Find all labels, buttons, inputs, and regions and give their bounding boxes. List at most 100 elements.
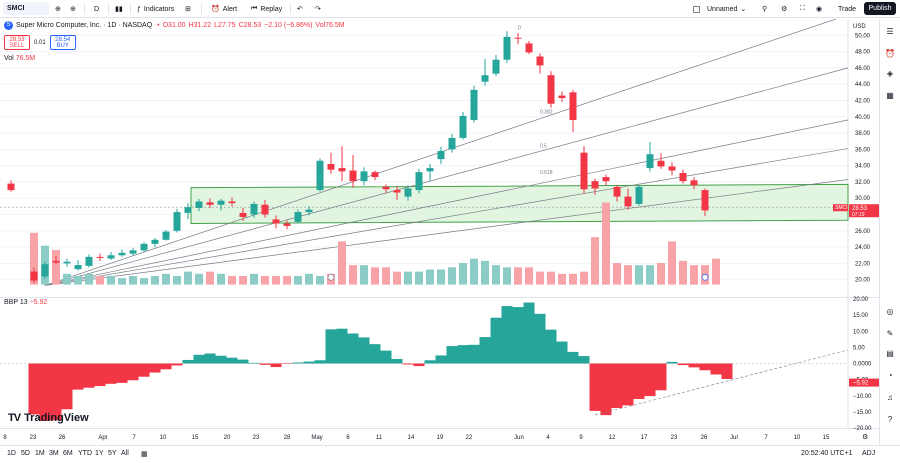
- search-icon[interactable]: ⚲: [762, 6, 768, 13]
- undo-icon[interactable]: ↶: [297, 6, 303, 13]
- volume-bar: [635, 265, 643, 285]
- time-tick-label: 23: [253, 435, 260, 441]
- candles-icon[interactable]: ▮▮: [115, 6, 123, 13]
- fullscreen-icon[interactable]: ⛶: [800, 5, 805, 12]
- adjust-toggle[interactable]: ADJ: [862, 450, 876, 457]
- tradingview-logo-icon: TV: [8, 412, 21, 424]
- help-icon[interactable]: ?: [887, 415, 893, 424]
- notification-icon[interactable]: ♫: [887, 393, 893, 402]
- plus-icon[interactable]: ⊕: [70, 6, 76, 13]
- candle-body: [635, 186, 643, 204]
- range-5d[interactable]: 5D: [21, 450, 30, 457]
- time-tick-label: Jul: [730, 435, 738, 441]
- support-resistance-zone: [0, 183, 849, 224]
- bbp-bar: [369, 344, 381, 364]
- volume-bar: [613, 263, 621, 285]
- volume-bar: [184, 271, 192, 285]
- camera-icon[interactable]: ◉: [816, 6, 823, 13]
- price-tag-symbol: SMCI: [835, 205, 848, 211]
- price-tag-countdown: 07:19: [852, 212, 865, 218]
- publish-button[interactable]: Publish: [864, 2, 896, 15]
- time-tick-label: 23: [671, 435, 678, 441]
- gear-icon[interactable]: ⚙: [781, 6, 788, 13]
- redo-icon[interactable]: ↷: [315, 6, 321, 13]
- alert-button[interactable]: ⏰ Alert: [211, 3, 237, 15]
- candle-body: [7, 183, 15, 191]
- range-all[interactable]: All: [121, 450, 129, 457]
- time-tick-label: 9: [579, 435, 583, 441]
- volume-bar: [679, 260, 687, 285]
- bbp-bar: [479, 337, 491, 364]
- volume-bar: [360, 265, 368, 285]
- candle-body: [437, 150, 445, 160]
- time-tick-label: 22: [466, 435, 473, 441]
- bbp-bar: [446, 346, 458, 364]
- target-icon[interactable]: ◎: [886, 307, 894, 316]
- volume-bar: [52, 250, 60, 285]
- bbp-label: BBP 13: [4, 299, 28, 306]
- fan-line: [44, 179, 849, 286]
- bbp-bar: [380, 350, 392, 364]
- bbp-bar: [50, 363, 62, 421]
- date-range-icon[interactable]: ▦: [141, 451, 148, 458]
- candle-body: [492, 59, 500, 74]
- range-5y[interactable]: 5Y: [108, 450, 117, 457]
- range-6m[interactable]: 6M: [63, 450, 73, 457]
- time-tick-label: 8: [3, 435, 7, 441]
- ideas-icon[interactable]: ✎: [886, 329, 894, 338]
- divider: [290, 4, 291, 14]
- data-window-icon[interactable]: ▦: [886, 91, 894, 100]
- bbp-bar: [149, 363, 161, 373]
- volume-bar: [404, 271, 412, 285]
- volume-bar: [525, 267, 533, 285]
- bbp-bar: [270, 363, 282, 368]
- bbp-bar: [215, 355, 227, 364]
- trade-button[interactable]: Trade: [838, 3, 856, 15]
- replay-button[interactable]: ⏮ Replay: [251, 3, 282, 15]
- range-1m[interactable]: 1M: [35, 450, 45, 457]
- bbp-axis[interactable]: 20.0015.0010.005.000.0000−5.00−10.00−15.…: [849, 297, 879, 432]
- candle-body: [63, 261, 71, 264]
- divider: [84, 4, 85, 14]
- bbp-bar: [490, 317, 502, 364]
- volume-bar: [272, 275, 280, 285]
- volume-bar: [294, 275, 302, 285]
- bbp-bar: [545, 329, 557, 364]
- layout-button[interactable]: Unnamed ⌄: [693, 3, 746, 15]
- bbp-bar: [248, 362, 260, 364]
- bbp-bar: [358, 337, 370, 364]
- hotlist-icon[interactable]: ◔: [887, 371, 893, 380]
- time-tick-label: 10: [160, 435, 167, 441]
- buy-button[interactable]: 28.54 BUY: [49, 35, 76, 50]
- watchlist-icon[interactable]: ☰: [886, 27, 894, 36]
- calendar-icon[interactable]: ▤: [886, 349, 894, 358]
- volume-bar: [173, 275, 181, 285]
- time-tick-label: May: [311, 435, 322, 441]
- range-1y[interactable]: 1Y: [95, 450, 104, 457]
- range-3m[interactable]: 3M: [49, 450, 59, 457]
- fan-line: [44, 67, 849, 286]
- legend-close: C28.53: [238, 22, 262, 29]
- price-axis[interactable]: 20.0022.0024.0026.0028.0030.0032.0034.00…: [833, 24, 879, 284]
- symbol-search-field[interactable]: SMCI: [3, 2, 49, 15]
- indicators-button[interactable]: ƒ Indicators: [137, 3, 174, 15]
- volume-bar: [580, 271, 588, 285]
- compare-icon[interactable]: ⊕: [55, 6, 61, 13]
- divider: [130, 4, 131, 14]
- grid-icon[interactable]: ⊞: [185, 6, 191, 13]
- alerts-icon[interactable]: ⏰: [885, 49, 895, 58]
- candle-body: [41, 264, 49, 277]
- range-1d[interactable]: 1D: [7, 450, 16, 457]
- symbol-logo-icon: S: [4, 21, 13, 30]
- interval-button[interactable]: D: [94, 3, 99, 15]
- volume-bar: [261, 275, 269, 285]
- candle-body: [85, 256, 93, 266]
- range-ytd[interactable]: YTD: [78, 450, 92, 457]
- symbol-text: SMCI: [7, 5, 25, 12]
- time-axis[interactable]: 8 23 26 Apr 7 10 15 20 23 28 May 6 11 14 19 22 Jun 4 9 12 17…: [3, 433, 868, 441]
- layers-icon[interactable]: ◈: [886, 69, 894, 78]
- candles: [7, 31, 709, 283]
- sell-button[interactable]: 28.53 SELL: [4, 35, 30, 50]
- candle-body: [349, 170, 357, 182]
